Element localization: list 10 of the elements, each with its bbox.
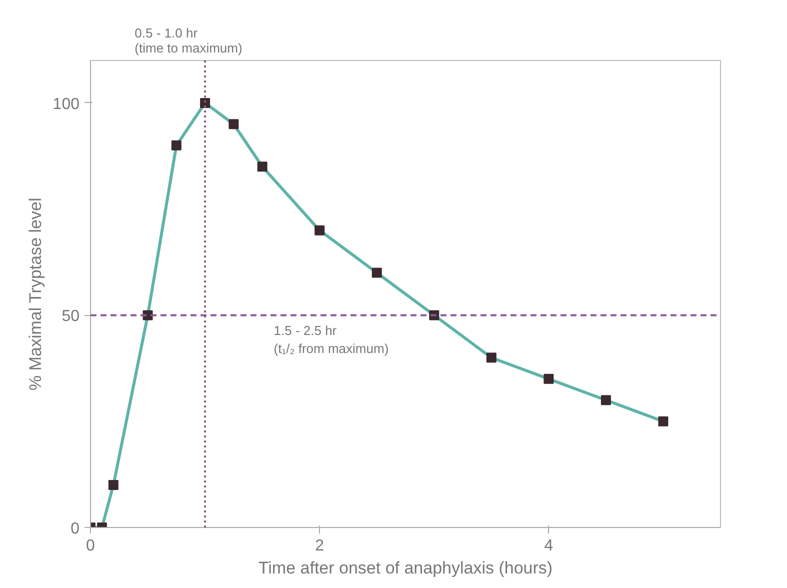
- ref-line-label: 0.5 - 1.0 hr (time to maximum): [134, 26, 242, 56]
- x-tick-label: 2: [315, 538, 324, 554]
- y-tick-label: 50: [62, 308, 80, 326]
- y-axis-title: % Maximal Tryptase level: [26, 198, 45, 391]
- x-tick-label: 4: [544, 538, 554, 554]
- ref-line-label: 1.5 - 2.5 hr (t₁/₂ from maximum): [274, 323, 389, 356]
- y-tick-label: 100: [52, 96, 80, 113]
- x-axis-title: Time after onset of anaphylaxis (hours): [258, 558, 553, 578]
- x-tick-label: 0: [86, 538, 96, 554]
- y-tick-label: 0: [70, 520, 80, 538]
